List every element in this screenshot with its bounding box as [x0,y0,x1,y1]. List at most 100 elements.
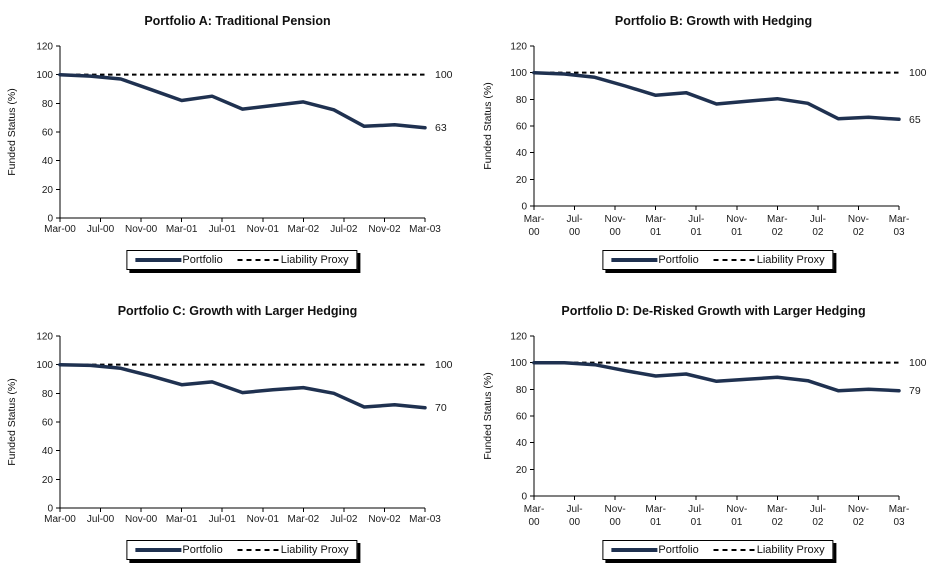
x-tick-label: Mar-03 [409,514,441,525]
end-value-label: 65 [909,114,921,126]
legend-label-liability: Liability Proxy [756,254,825,266]
y-tick-label: 20 [516,175,528,186]
x-tick-label: Nov-00 [605,504,626,528]
x-tick-label: Nov-02 [848,504,869,528]
x-tick-label: Mar-01 [645,214,666,238]
x-tick-label: Mar-02 [287,224,319,235]
y-tick-label: 120 [36,42,53,53]
y-tick-label: 40 [42,446,54,457]
chart-title: Portfolio A: Traditional Pension [144,14,331,28]
x-tick-label: Nov-01 [247,514,280,525]
x-tick-label: Mar-03 [409,224,441,235]
portfolio-line [532,360,901,393]
y-tick-label: 120 [510,42,527,53]
y-tick-label: 20 [516,465,528,476]
y-tick-label: 40 [516,438,528,449]
legend-label-portfolio: Portfolio [182,544,223,556]
x-tick-label: Jul-01 [688,214,704,238]
x-tick-label: Jul-00 [566,504,582,528]
line-chart: 0 20 40 60 80 100 120 Mar-00 Jul-00 Nov-00 Mar-01 J… [510,332,927,529]
x-tick-label: Nov-00 [125,514,158,525]
y-tick-label: 100 [36,360,53,371]
y-tick-label: 80 [516,385,528,396]
x-tick-label: Nov-00 [605,214,626,238]
end-value-label: 100 [909,357,927,369]
chart-title: Portfolio B: Growth with Hedging [614,14,813,28]
y-tick-label: 0 [47,504,53,515]
x-tick-label: Jul-02 [810,504,826,528]
x-tick-label: Nov-02 [848,214,869,238]
y-tick-label: 120 [510,332,527,343]
y-tick-label: 20 [42,475,54,486]
chart-panel-portfolio-b: Portfolio B: Growth with Hedging Funded … [476,0,951,288]
y-tick-label: 20 [42,185,54,196]
x-tick-label: Mar-03 [889,214,910,238]
x-tick-label: Nov-01 [247,224,280,235]
portfolio-line [532,70,901,122]
portfolio-line-swatch [135,548,182,552]
portfolio-line [58,72,427,130]
chart-panel-portfolio-d: Portfolio D: De-Risked Growth with Large… [476,290,951,578]
portfolio-line-swatch [611,548,658,552]
end-value-label: 79 [909,385,921,397]
x-tick-label: Mar-00 [44,224,76,235]
liability-line-swatch [237,549,280,551]
portfolio-line-swatch [135,258,182,262]
x-tick-label: Jul-01 [209,224,237,235]
liability-line-swatch [237,259,280,261]
x-tick-label: Mar-03 [889,504,910,528]
line-chart: 0 20 40 60 80 100 120 Mar-00 Jul-00 Nov-00 Mar-01 J… [36,42,453,236]
end-value-label: 100 [909,67,927,79]
legend: Portfolio Liability Proxy [126,540,358,560]
portfolio-line [58,362,427,410]
legend-label-liability: Liability Proxy [280,544,349,556]
legend: Portfolio Liability Proxy [126,250,358,270]
end-value-label: 63 [435,122,447,134]
x-tick-label: Jul-00 [87,224,115,235]
x-tick-label: Mar-01 [645,504,666,528]
line-chart: 0 20 40 60 80 100 120 Mar-00 Jul-00 Nov-00 Mar-01 J… [36,332,453,526]
chart-panel-portfolio-c: Portfolio C: Growth with Larger Hedging … [0,290,475,578]
x-tick-label: Jul-00 [566,214,582,238]
legend-label-portfolio: Portfolio [658,544,699,556]
legend: Portfolio Liability Proxy [602,250,834,270]
y-tick-label: 100 [36,70,53,81]
y-tick-label: 100 [510,68,527,79]
x-tick-label: Mar-01 [166,514,198,525]
y-tick-label: 40 [516,148,528,159]
legend: Portfolio Liability Proxy [602,540,834,560]
end-value-label: 100 [435,359,453,371]
y-tick-label: 0 [521,202,527,213]
y-tick-label: 60 [42,128,54,139]
chart-title: Portfolio D: De-Risked Growth with Large… [561,304,866,318]
x-tick-label: Nov-01 [726,504,747,528]
y-tick-label: 40 [42,156,54,167]
y-tick-label: 80 [516,95,528,106]
end-value-label: 100 [435,69,453,81]
y-tick-label: 0 [521,492,527,503]
y-tick-label: 0 [47,214,53,225]
portfolio-line-swatch [611,258,658,262]
y-tick-label: 60 [516,412,528,423]
liability-line-swatch [713,549,756,551]
chart-panel-portfolio-a: Portfolio A: Traditional Pension Funded … [0,0,475,288]
x-tick-label: Mar-02 [767,504,788,528]
x-tick-label: Nov-02 [368,224,401,235]
x-tick-label: Jul-02 [810,214,826,238]
liability-line-swatch [713,259,756,261]
x-tick-label: Nov-02 [368,514,401,525]
legend-label-liability: Liability Proxy [280,254,349,266]
x-tick-label: Mar-00 [524,504,545,528]
x-tick-label: Mar-00 [524,214,545,238]
x-tick-label: Mar-02 [287,514,319,525]
y-tick-label: 60 [516,122,528,133]
y-tick-label: 80 [42,99,54,110]
x-tick-label: Mar-00 [44,514,76,525]
legend-label-portfolio: Portfolio [658,254,699,266]
x-tick-label: Jul-02 [330,224,358,235]
x-tick-label: Jul-00 [87,514,115,525]
y-tick-label: 80 [42,389,54,400]
x-tick-label: Nov-00 [125,224,158,235]
y-tick-label: 120 [36,332,53,343]
y-tick-label: 100 [510,358,527,369]
